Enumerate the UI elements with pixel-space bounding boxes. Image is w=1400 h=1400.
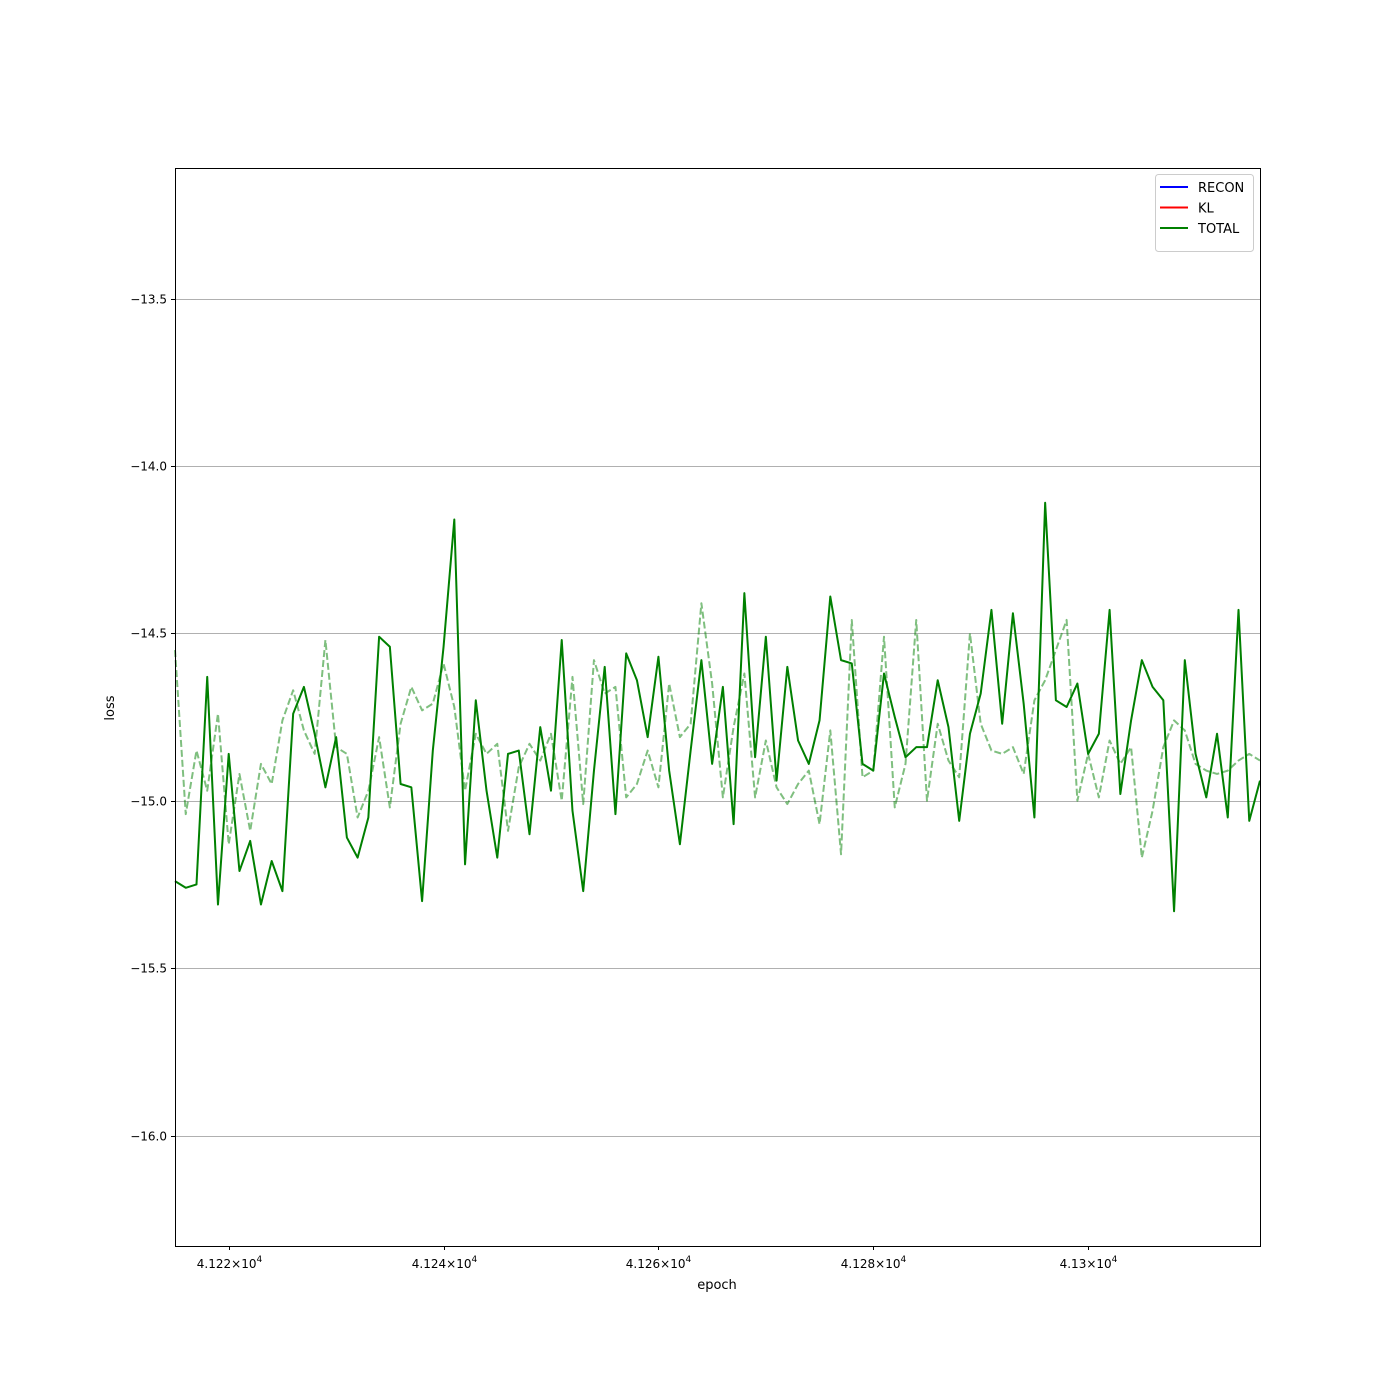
y-axis-label: loss xyxy=(103,695,118,720)
y-axis: −13.5 −14.0 −14.5 −15.0 −15.5 −16.0 xyxy=(130,293,175,1144)
y-tick-label: −16.0 xyxy=(130,1130,167,1144)
legend-box xyxy=(1155,174,1254,252)
legend-label: RECON xyxy=(1198,181,1244,196)
x-axis-label: epoch xyxy=(697,1278,737,1293)
legend: RECON KL TOTAL xyxy=(1155,174,1254,252)
x-tick-label: 4.126×104 xyxy=(626,1255,692,1271)
series-line-total xyxy=(174,501,1261,913)
legend-label: KL xyxy=(1198,202,1215,217)
series-layer xyxy=(174,501,1261,913)
x-tick-label: 4.124×104 xyxy=(412,1255,478,1271)
legend-label: TOTAL xyxy=(1197,222,1240,237)
x-tick-label: 4.122×104 xyxy=(197,1255,263,1271)
x-tick-label: 4.13×104 xyxy=(1060,1255,1118,1271)
plot-area xyxy=(175,168,1260,1246)
y-tick-label: −13.5 xyxy=(130,293,167,307)
y-tick-label: −14.0 xyxy=(130,460,167,474)
plot-frame xyxy=(175,168,1261,1247)
series-line-total-dashed xyxy=(174,602,1261,859)
y-tick-label: −14.5 xyxy=(130,627,167,641)
x-tick-label: 4.128×104 xyxy=(841,1255,907,1271)
y-tick-label: −15.0 xyxy=(130,795,167,809)
x-axis: 4.122×104 4.124×104 4.126×104 4.128×104 4.13… xyxy=(197,1246,1118,1271)
y-tick-label: −15.5 xyxy=(130,962,167,976)
